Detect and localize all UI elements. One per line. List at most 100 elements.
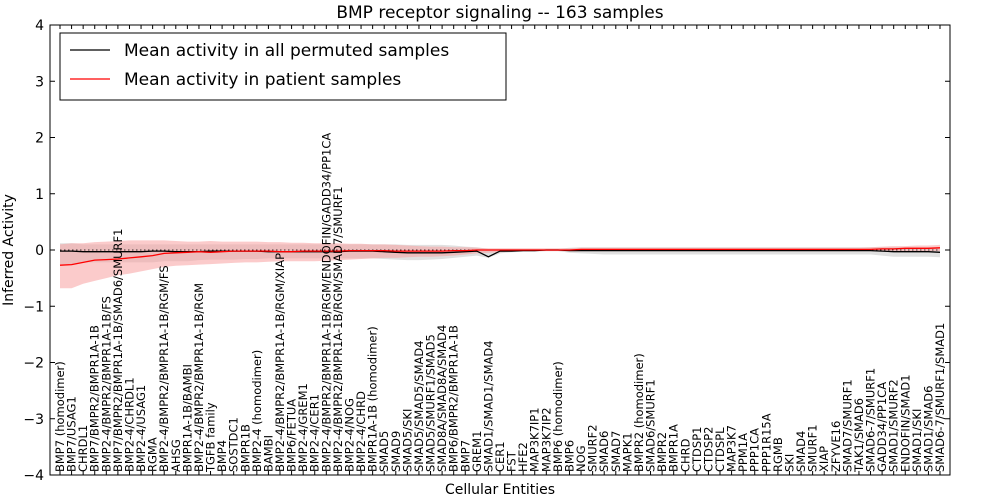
y-axis: −4 −3 −2 −1 0 1 2 3 4 — [23, 18, 950, 484]
legend-box — [59, 32, 507, 101]
x-category-label: SMAD5/SMURF1/SMAD5 — [424, 334, 438, 472]
x-category-label: HFE2 — [516, 442, 530, 472]
x-category-label: BMP2-4/GREM1 — [296, 383, 310, 472]
legend-label-patient: Mean activity in patient samples — [124, 70, 401, 90]
x-category-label: SMAD1/SMAD1/SMAD4 — [481, 340, 495, 472]
y-tick-label: −1 — [23, 299, 44, 315]
x-category-label: SMAD6/SMURF1 — [644, 379, 658, 472]
x-category-label: SMAD6 — [597, 431, 611, 472]
series-lines — [59, 247, 941, 266]
x-category-label: BMP7 (homodimer) — [53, 361, 67, 472]
y-tick-label: 2 — [35, 131, 44, 147]
x-category-label: AHSG — [169, 439, 183, 472]
band-patient — [60, 240, 940, 289]
x-category-label: BMP2-4/CER1 — [308, 394, 322, 472]
x-category-label: PPM1A — [736, 433, 750, 472]
x-category-label: ENDOFIN/SMAD1 — [898, 374, 912, 472]
x-category-label: MAP3K7 — [725, 425, 739, 472]
x-category-label: SMAD5/SMAD5/SMAD4 — [412, 340, 426, 472]
x-category-label: FST — [505, 450, 519, 472]
x-category-label: SMAD1/SMURF2 — [887, 379, 901, 472]
x-category-label: CHRDL1 — [76, 425, 90, 472]
y-tick-label: 3 — [35, 74, 44, 90]
y-tick-label: 4 — [35, 18, 44, 34]
x-category-label: TGFB family — [204, 402, 218, 473]
x-axis-categories: BMP7 (homodimer)BMP7/USAG1CHRDL1BMP7/BMP… — [53, 25, 947, 475]
x-category-label: SMAD1/SMAD6 — [921, 386, 935, 472]
line-permuted — [60, 249, 941, 258]
x-category-label: SMURF2 — [586, 424, 600, 472]
x-category-label: ZFYVE16 — [829, 421, 843, 472]
y-tick-label: −3 — [23, 412, 44, 428]
x-category-label: BMP7 — [458, 440, 472, 472]
x-category-label: BMPR1A-1B (homodimer) — [366, 326, 380, 472]
x-category-label: CER1 — [493, 441, 507, 472]
legend: Mean activity in all permuted samples Me… — [59, 32, 507, 101]
x-category-label: BMP6/BMPR2/BMPR1A-1B — [447, 325, 461, 472]
confidence-bands — [60, 240, 940, 289]
x-category-label: CTDSP1 — [690, 427, 704, 472]
x-category-label: BMP2-4/USAG1 — [134, 385, 148, 472]
x-category-label: BMP2-4/BMPR2/BMPR1A-1B/RGM/SMAD7/SMURF1 — [331, 186, 345, 472]
x-category-label: BMP7/USAG1 — [65, 396, 79, 472]
x-category-label: CTDSP2 — [701, 427, 715, 472]
x-category-label: BMP2-4/BMPR2/BMPR1A-1B/RGM — [192, 283, 206, 472]
x-category-label: SMAD7/SMURF1 — [840, 379, 854, 472]
x-category-label: SOSTDC1 — [227, 417, 241, 472]
x-category-label: SMAD6-7/SMURF1 — [864, 368, 878, 472]
x-category-label: GREM1 — [470, 431, 484, 472]
x-category-label: SMAD5 — [377, 431, 391, 472]
chart-title: BMP receptor signaling -- 163 samples — [336, 3, 663, 23]
x-category-label: BMPR1A-1B/BAMBI — [180, 364, 194, 472]
x-category-label: MAP3K7IP1 — [528, 407, 542, 472]
x-axis-label: Cellular Entities — [445, 482, 555, 498]
x-category-label: BMP2-4/BMPR2/BMPR1A-1B/RGM/FS — [157, 265, 171, 472]
legend-label-permuted: Mean activity in all permuted samples — [124, 41, 449, 61]
y-axis-label: Inferred Activity — [1, 194, 17, 306]
x-category-label: GADD34/PP1CA — [875, 382, 889, 472]
x-category-label: BMP7/BMPR2/BMPR1A-1B/SMAD6/SMURF1 — [111, 229, 125, 472]
x-category-label: SMAD6-7/SMURF1/SMAD1 — [933, 323, 947, 472]
x-category-label: SMAD7 — [609, 431, 623, 472]
x-category-label: BMP6 (homodimer) — [551, 361, 565, 472]
x-category-label: SMAD9 — [389, 431, 403, 472]
x-category-label: BMPR1A — [667, 424, 681, 472]
x-category-label: BMP2-4/CHRD — [354, 391, 368, 472]
x-category-label: BMP2-4 (homodimer) — [250, 350, 264, 472]
x-category-label: BMP2-4/BMPR2/BMPR1A-1B/FS — [99, 296, 113, 472]
x-category-label: BMPR2 (homodimer) — [632, 353, 646, 472]
x-category-label: XIAP — [817, 446, 831, 472]
x-category-label: CHRD — [678, 438, 692, 472]
line-patient — [59, 247, 941, 266]
x-category-label: SMAD4 — [794, 431, 808, 472]
x-category-label: NOG — [574, 445, 588, 472]
y-tick-label: 0 — [35, 243, 44, 259]
y-tick-label: −2 — [23, 356, 44, 372]
x-category-label: RGMB — [771, 437, 785, 472]
x-category-label: CTDSPL — [713, 427, 727, 472]
x-category-label: PPP1R15A — [759, 413, 773, 472]
x-category-label: BMP2-4/BMPR2/BMPR1A-1B/RGM/XIAP — [273, 253, 287, 472]
x-category-label: BAMBI — [261, 435, 275, 472]
x-category-label: BMP2-4/NOG — [343, 398, 357, 472]
x-category-label: RGMA — [146, 437, 160, 472]
x-category-label: MAP3K7IP2 — [539, 407, 553, 472]
x-category-label: SKI — [783, 454, 797, 472]
x-category-label: SMAD8A/SMAD8A/SMAD4 — [435, 325, 449, 472]
x-category-label: BMP2-4/BMPR2/BMPR1A-1B/RGM/ENDOFIN/GADD3… — [319, 133, 333, 472]
x-category-label: BMP6/FETUA — [285, 399, 299, 472]
x-category-label: MAPK1 — [620, 432, 634, 472]
x-category-label: BMP4 — [215, 440, 229, 472]
x-category-label: BMP7/BMPR2/BMPR1A-1B — [88, 325, 102, 472]
y-tick-label: −4 — [23, 468, 44, 484]
x-category-label: SMAD5/SKI — [400, 409, 414, 472]
x-category-label: SMURF1 — [806, 424, 820, 472]
x-category-label: BMPR2 — [655, 432, 669, 472]
x-category-label: BMPR1B — [238, 424, 252, 472]
x-category-label: BMP2-4/CHRDL1 — [123, 377, 137, 472]
x-category-label: TAK1/SMAD6 — [852, 398, 866, 473]
x-category-label: BMP6 — [563, 440, 577, 472]
y-tick-label: 1 — [35, 187, 44, 203]
x-category-label: SMAD1/SKI — [910, 409, 924, 472]
